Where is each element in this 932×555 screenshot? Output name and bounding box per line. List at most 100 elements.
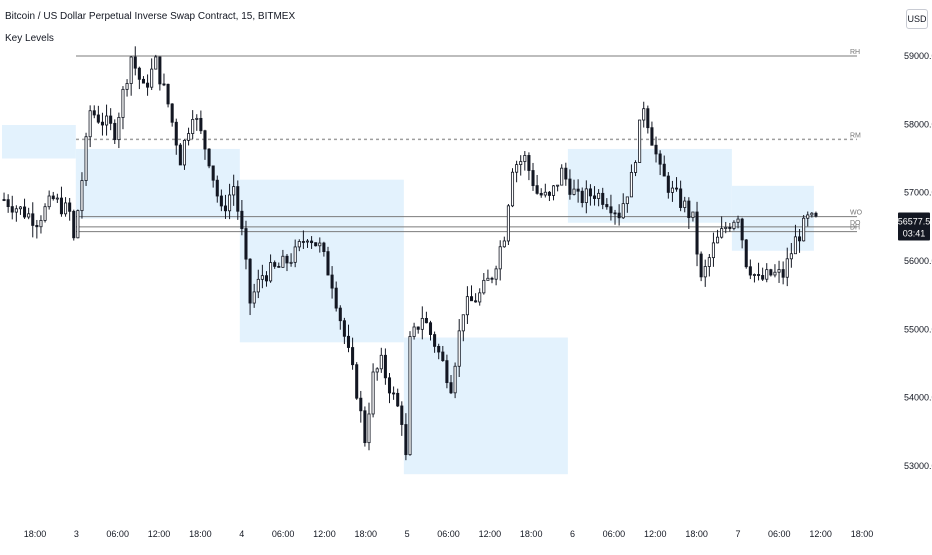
candle-body: [297, 241, 301, 248]
candle: [683, 196, 687, 213]
candle-body: [68, 202, 72, 212]
candle-body: [695, 211, 699, 255]
candle: [420, 306, 424, 340]
candle: [10, 195, 14, 220]
candle-body: [342, 320, 346, 337]
candle-body: [793, 236, 797, 255]
candle-body: [711, 242, 715, 259]
candle-body: [740, 218, 744, 241]
candle: [174, 118, 178, 155]
candle-body: [363, 410, 367, 444]
candle: [802, 214, 806, 242]
candle: [55, 193, 59, 203]
candle-body: [634, 162, 638, 173]
candle-body: [371, 371, 375, 415]
candle: [642, 101, 646, 128]
candle: [178, 143, 182, 166]
candle: [285, 253, 289, 272]
key-level-label-rm: RM: [850, 132, 861, 139]
candle-body: [269, 262, 273, 282]
candle-body: [252, 291, 256, 304]
key-level-label-rh: RH: [850, 49, 860, 56]
candle: [43, 203, 47, 223]
candle: [720, 216, 724, 239]
time-tick-label: 18:00: [189, 529, 212, 539]
candle-body: [125, 83, 129, 90]
candle-body: [531, 170, 535, 187]
candle-body: [166, 83, 170, 105]
price-tick-label: 57000.0: [904, 188, 932, 198]
time-tick-label: 7: [735, 529, 740, 539]
candle-body: [535, 185, 539, 194]
candle: [564, 162, 568, 186]
candle: [773, 264, 777, 278]
candle: [646, 105, 650, 134]
candle: [494, 265, 498, 286]
candle-body: [84, 136, 88, 181]
candle: [23, 198, 27, 219]
candle: [137, 66, 141, 90]
candle-body: [137, 67, 141, 80]
candle: [346, 324, 351, 353]
last-price-value: 56577.5: [898, 217, 931, 227]
candle: [170, 103, 174, 127]
candle: [625, 196, 629, 213]
candle: [716, 229, 720, 244]
candle-body: [170, 103, 174, 123]
candle: [80, 172, 84, 219]
candle-body: [43, 206, 47, 221]
candle-body: [141, 78, 145, 84]
candle-body: [785, 258, 789, 278]
candle: [670, 180, 674, 202]
currency-button[interactable]: USD: [906, 9, 928, 29]
candle: [703, 259, 707, 287]
candle-body: [310, 240, 314, 244]
candle-body: [543, 191, 547, 196]
candle-body: [277, 265, 281, 268]
candle-body: [289, 261, 293, 264]
candle: [736, 215, 740, 229]
candle-body: [769, 269, 773, 276]
candle: [658, 150, 662, 176]
candle: [609, 194, 613, 221]
candle: [129, 55, 133, 96]
candle: [601, 187, 605, 210]
candle-body: [580, 190, 584, 204]
candle: [236, 180, 240, 220]
candle: [605, 198, 609, 210]
candle-body: [281, 255, 285, 268]
candle: [469, 285, 474, 302]
candle: [449, 375, 453, 395]
candle: [150, 58, 154, 91]
candle-body: [605, 204, 609, 208]
candle: [441, 345, 445, 362]
candle: [383, 348, 387, 385]
candle: [100, 112, 104, 136]
zones-layer: [2, 125, 814, 475]
candle: [580, 187, 584, 208]
candle: [18, 206, 22, 215]
candle-body: [23, 206, 27, 218]
indicator-label[interactable]: Key Levels: [5, 33, 54, 44]
candle: [506, 204, 510, 246]
candle: [634, 160, 638, 177]
candle: [330, 266, 334, 299]
zone-2: [239, 179, 404, 343]
candle-body: [551, 185, 556, 196]
candle: [105, 104, 109, 136]
candle: [88, 105, 92, 148]
candle: [474, 293, 478, 303]
candle-body: [51, 195, 55, 200]
candle-body: [814, 212, 818, 217]
candle-body: [174, 121, 178, 146]
candle: [72, 209, 76, 241]
candle-body: [510, 171, 515, 207]
candle: [273, 260, 277, 269]
candle: [158, 56, 162, 91]
candle: [781, 261, 785, 285]
candle: [707, 253, 711, 277]
candle: [613, 209, 617, 225]
candle: [404, 413, 408, 461]
